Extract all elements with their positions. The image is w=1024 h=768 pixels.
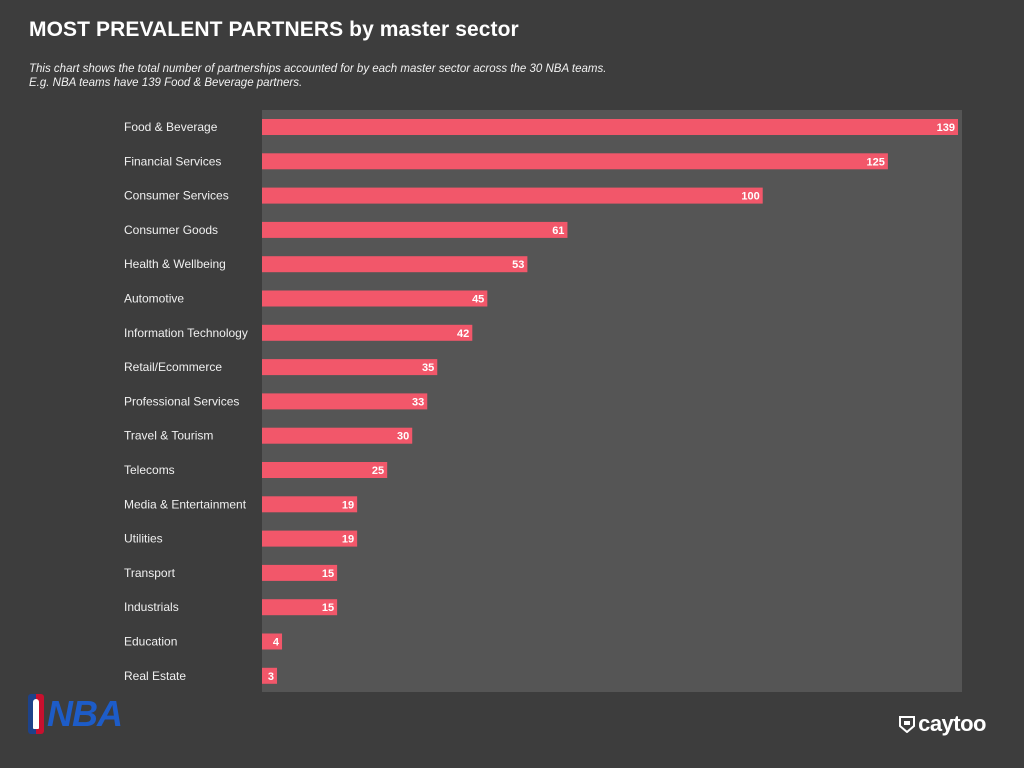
- category-label: Real Estate: [124, 669, 186, 683]
- bar: [262, 187, 763, 204]
- bar: [262, 256, 528, 273]
- bar-value-label: 139: [937, 122, 955, 134]
- caytoo-logo-text: caytoo: [918, 711, 986, 736]
- bar: [262, 221, 568, 238]
- nba-logo-text: NBA: [47, 693, 123, 734]
- bar: [262, 153, 888, 170]
- category-label: Health & Wellbeing: [124, 257, 226, 271]
- bar: [262, 359, 438, 376]
- bar-value-label: 125: [867, 156, 885, 168]
- bar-value-label: 15: [322, 568, 334, 580]
- category-label: Automotive: [124, 292, 184, 306]
- category-label: Utilities: [124, 532, 163, 546]
- category-label: Professional Services: [124, 394, 239, 408]
- category-label: Education: [124, 635, 177, 649]
- chart-title: MOST PREVALENT PARTNERS by master sector: [29, 18, 519, 41]
- category-label: Media & Entertainment: [124, 497, 247, 511]
- bar: [262, 633, 283, 650]
- caytoo-shield-icon: [899, 716, 916, 733]
- bar-value-label: 33: [412, 396, 424, 408]
- bar: [262, 564, 338, 581]
- bar: [262, 462, 388, 478]
- nba-logo: NBA: [28, 693, 123, 734]
- bar-value-label: 100: [741, 191, 759, 203]
- category-label: Transport: [124, 566, 176, 580]
- bar: [262, 290, 488, 307]
- caytoo-logo: caytoo: [899, 712, 986, 736]
- bar-value-label: 3: [268, 671, 274, 683]
- bar: [262, 496, 358, 513]
- category-label: Financial Services: [124, 154, 221, 168]
- bar-value-label: 45: [472, 294, 484, 306]
- bar-value-label: 35: [422, 362, 434, 374]
- bar-value-label: 19: [342, 534, 354, 546]
- category-label: Industrials: [124, 600, 179, 614]
- category-label: Consumer Goods: [124, 223, 218, 237]
- bar-value-label: 53: [512, 259, 524, 271]
- category-label: Retail/Ecommerce: [124, 360, 222, 374]
- category-label: Consumer Services: [124, 189, 229, 203]
- bar-value-label: 19: [342, 499, 354, 511]
- subtitle-line-2: E.g. NBA teams have 139 Food & Beverage …: [29, 77, 303, 89]
- bar-value-label: 25: [372, 465, 384, 477]
- bar: [262, 599, 338, 616]
- bar-value-label: 42: [457, 328, 469, 340]
- bar: [262, 667, 278, 684]
- bar-value-label: 30: [397, 431, 409, 443]
- category-label: Food & Beverage: [124, 120, 218, 134]
- nba-silhouette-icon: [28, 694, 44, 734]
- subtitle-line-1: This chart shows the total number of par…: [29, 63, 607, 75]
- category-label: Telecoms: [124, 463, 175, 477]
- bar: [262, 530, 358, 547]
- bar: [262, 324, 473, 341]
- category-label: Travel & Tourism: [124, 429, 213, 443]
- bar-value-label: 15: [322, 602, 334, 614]
- bar-value-label: 61: [552, 225, 564, 237]
- category-label: Information Technology: [124, 326, 248, 340]
- bar: [262, 427, 413, 444]
- chart-subtitle: This chart shows the total number of par…: [29, 62, 606, 90]
- bar-value-label: 4: [273, 637, 280, 649]
- bar: [262, 393, 428, 410]
- bar: [262, 119, 958, 135]
